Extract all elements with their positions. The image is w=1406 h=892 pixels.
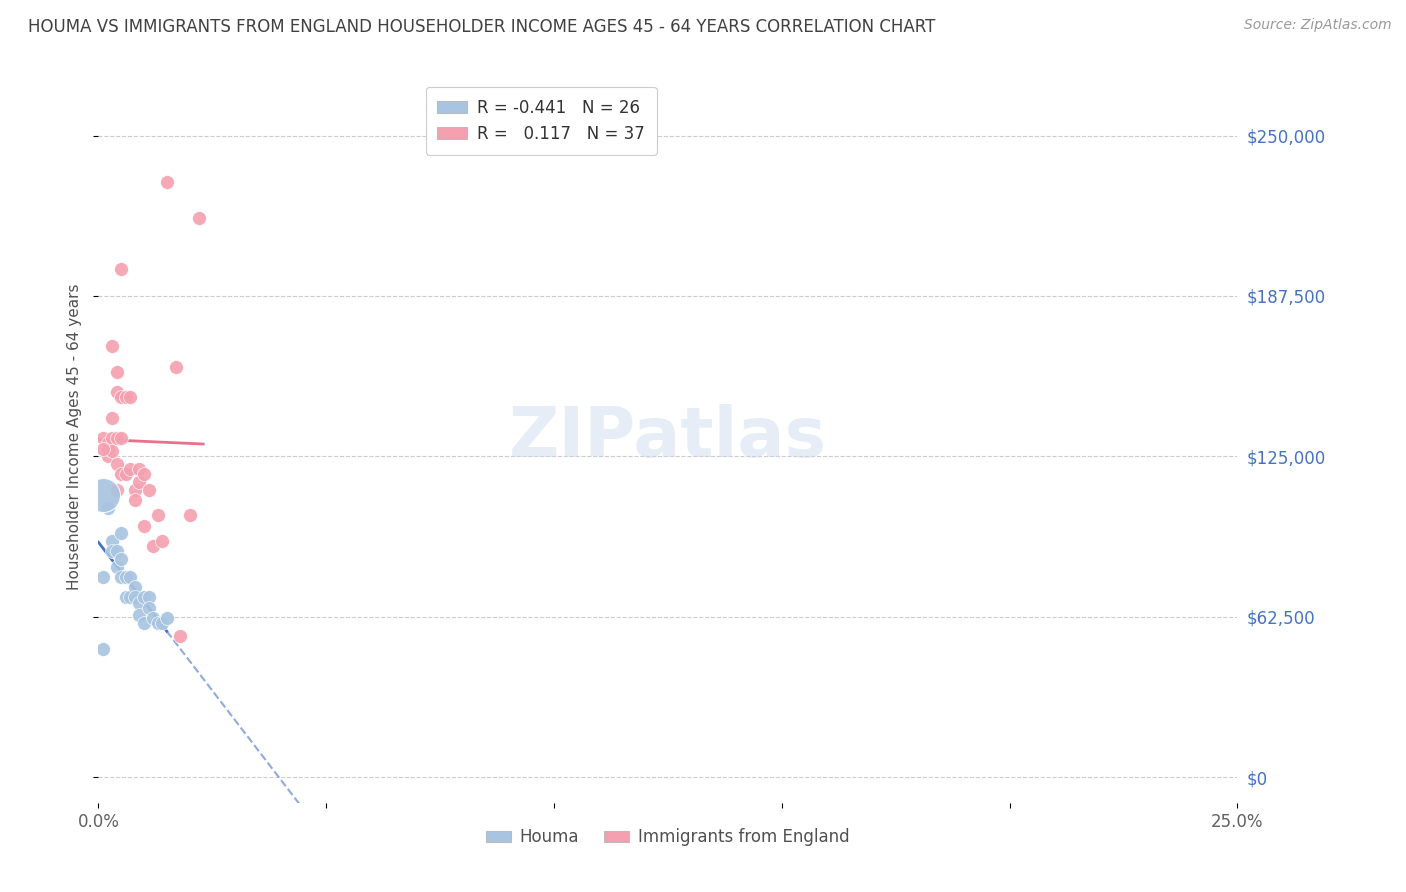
Point xyxy=(124,591,146,605)
Point xyxy=(142,539,165,553)
Point xyxy=(124,492,146,507)
Point xyxy=(124,483,146,497)
Point xyxy=(150,616,173,631)
Y-axis label: Householder Income Ages 45 - 64 years: Householder Income Ages 45 - 64 years xyxy=(67,284,83,591)
Point xyxy=(105,559,128,574)
Point xyxy=(101,534,124,549)
Point xyxy=(105,385,128,400)
Point xyxy=(110,467,132,482)
Point xyxy=(101,444,124,458)
Point xyxy=(96,436,118,450)
Point xyxy=(128,596,150,610)
Point xyxy=(91,442,114,456)
Point xyxy=(138,591,160,605)
Point xyxy=(142,611,165,625)
Point xyxy=(101,339,124,353)
Point xyxy=(96,442,118,456)
Point xyxy=(96,500,118,515)
Point xyxy=(110,390,132,404)
Point xyxy=(101,410,124,425)
Point xyxy=(138,600,160,615)
Point xyxy=(146,616,169,631)
Point xyxy=(132,518,155,533)
Point xyxy=(156,175,179,189)
Point xyxy=(91,488,114,502)
Point xyxy=(96,450,118,464)
Point xyxy=(110,526,132,541)
Legend: Houma, Immigrants from England: Houma, Immigrants from England xyxy=(479,822,856,853)
Point xyxy=(91,641,114,656)
Point xyxy=(124,580,146,594)
Point xyxy=(110,552,132,566)
Point xyxy=(120,390,142,404)
Point xyxy=(105,457,128,471)
Point xyxy=(105,544,128,558)
Point xyxy=(120,462,142,476)
Point xyxy=(114,390,136,404)
Point xyxy=(128,462,150,476)
Text: HOUMA VS IMMIGRANTS FROM ENGLAND HOUSEHOLDER INCOME AGES 45 - 64 YEARS CORRELATI: HOUMA VS IMMIGRANTS FROM ENGLAND HOUSEHO… xyxy=(28,18,935,36)
Point xyxy=(110,262,132,277)
Point xyxy=(120,570,142,584)
Point xyxy=(105,483,128,497)
Point xyxy=(179,508,201,523)
Point xyxy=(91,570,114,584)
Text: Source: ZipAtlas.com: Source: ZipAtlas.com xyxy=(1244,18,1392,32)
Point xyxy=(146,508,169,523)
Point xyxy=(165,359,187,374)
Point xyxy=(110,570,132,584)
Point xyxy=(114,467,136,482)
Point xyxy=(101,544,124,558)
Point xyxy=(105,431,128,445)
Text: ZIPatlas: ZIPatlas xyxy=(509,403,827,471)
Point xyxy=(169,629,191,643)
Point xyxy=(105,365,128,379)
Point xyxy=(128,608,150,623)
Point xyxy=(120,591,142,605)
Point xyxy=(150,534,173,549)
Point xyxy=(128,475,150,489)
Point xyxy=(110,431,132,445)
Point xyxy=(132,616,155,631)
Point xyxy=(101,431,124,445)
Point xyxy=(138,483,160,497)
Point xyxy=(156,611,179,625)
Point xyxy=(91,431,114,445)
Point xyxy=(114,570,136,584)
Point xyxy=(114,591,136,605)
Point xyxy=(187,211,209,225)
Point xyxy=(132,591,155,605)
Point xyxy=(132,467,155,482)
